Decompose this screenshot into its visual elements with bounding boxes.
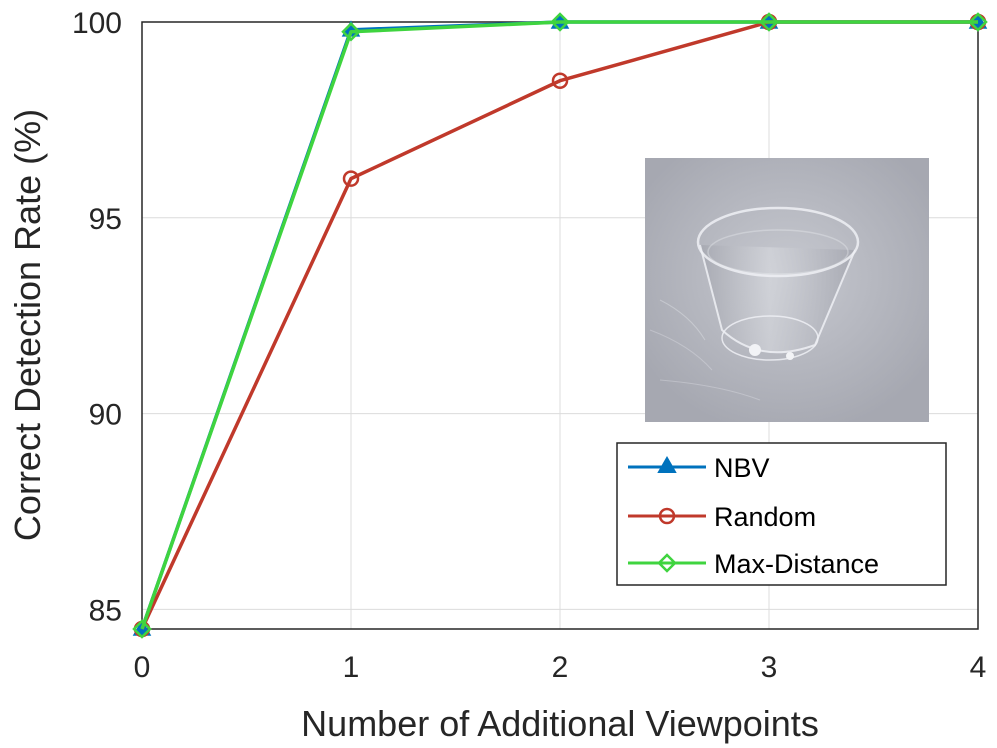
data-point [132,619,152,639]
series-layer [132,12,988,639]
x-tick-label: 4 [970,651,987,684]
legend-item-nbv: NBV [628,453,770,483]
legend-label-random: Random [714,502,816,532]
x-tick-labels: 0 1 2 3 4 [134,651,987,684]
series-line [140,20,978,630]
diamond-marker-icon [657,553,677,573]
y-tick-label: 90 [89,399,122,432]
y-tick-label: 85 [89,594,122,627]
legend-label-nbv: NBV [714,453,770,483]
cup-image [649,206,860,401]
x-tick-label: 3 [761,651,778,684]
circle-marker-icon [658,507,676,525]
series-max-distance [132,12,988,639]
legend-item-max-distance: Max-Distance [628,549,879,579]
x-tick-label: 1 [343,651,360,684]
x-tick-label: 2 [552,651,569,684]
inset-photo [645,158,929,422]
legend-item-random: Random [628,502,816,532]
legend-label-max-distance: Max-Distance [714,549,879,579]
x-axis-label: Number of Additional Viewpoints [301,703,819,744]
data-point [341,22,361,42]
y-axis-label: Correct Detection Rate (%) [7,109,48,541]
data-point [759,12,779,32]
y-tick-label: 95 [89,203,122,236]
x-tick-label: 0 [134,651,151,684]
data-point [342,170,360,187]
data-point [551,72,569,89]
triangle-marker-icon [657,455,677,473]
data-point [968,12,988,32]
data-point [550,12,570,32]
legend: NBV Random Max-Distance [616,442,947,586]
y-tick-label: 100 [72,7,122,40]
y-tick-labels: 85 90 95 100 [72,7,122,627]
